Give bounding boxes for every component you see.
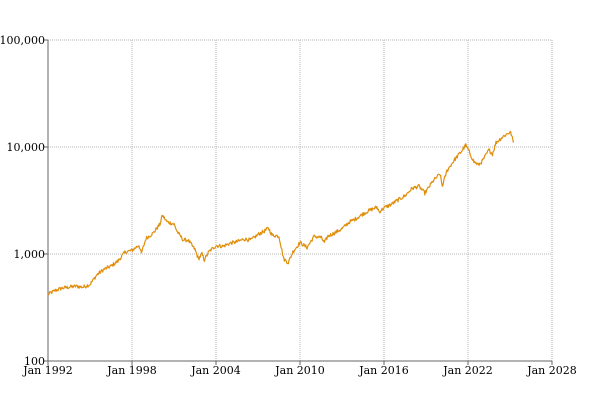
x-tick-label: Jan 2004 (190, 364, 241, 377)
x-tick-label: Jan 2010 (274, 364, 325, 377)
series-line (47, 131, 515, 296)
y-tick-label: 1,000 (14, 248, 46, 261)
x-tick-label: Jan 2028 (526, 364, 577, 377)
x-tick-label: Jan 2016 (358, 364, 409, 377)
axes (44, 39, 553, 365)
y-tick-label: 10,000 (7, 141, 46, 154)
grid (47, 39, 553, 362)
y-tick-label: 100 (24, 355, 45, 368)
x-tick-label: Jan 2022 (442, 364, 493, 377)
y-tick-labels: 100 1,000 10,000 100,000 (0, 34, 45, 368)
x-tick-labels: Jan 1992 Jan 1998 Jan 2004 Jan 2010 Jan 2016… (22, 364, 577, 377)
x-tick-label: Jan 1998 (106, 364, 157, 377)
series-layer (47, 131, 515, 296)
x-tick-label: Jan 1992 (22, 364, 73, 377)
y-tick-label: 100,000 (0, 34, 45, 47)
